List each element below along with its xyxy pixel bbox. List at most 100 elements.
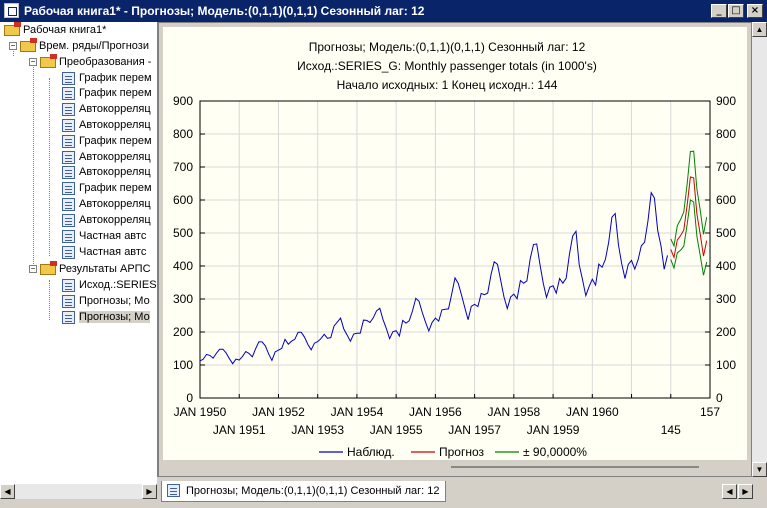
y-tick-label-right: 600 xyxy=(716,193,736,207)
document-icon xyxy=(62,165,75,179)
tree-item[interactable]: Частная автс xyxy=(62,245,146,260)
minimize-button[interactable]: _ xyxy=(711,4,727,18)
tree-group-transforms[interactable]: − Преобразования - xyxy=(29,53,152,68)
tree-item[interactable]: Автокорреляц xyxy=(62,102,151,117)
document-icon xyxy=(62,86,75,100)
y-tick-label-left: 700 xyxy=(173,160,193,174)
x-tick-label: 145 xyxy=(661,423,681,437)
collapse-icon[interactable]: − xyxy=(29,57,37,67)
window-titlebar: Рабочая книга1* - Прогнозы; Модель:(0,1,… xyxy=(0,0,767,22)
tree-item[interactable]: Исход.:SERIES xyxy=(62,278,157,293)
upper-bound-line xyxy=(670,150,708,248)
document-icon xyxy=(62,181,75,195)
chart-window: Прогнозы; Модель:(0,1,1)(0,1,1) Сезонный… xyxy=(158,22,752,477)
tree-item[interactable]: Автокорреляц xyxy=(62,165,151,180)
tree-item[interactable]: Автокорреляц xyxy=(62,118,151,133)
tree-horizontal-scrollbar[interactable]: ◀ ▶ xyxy=(0,484,157,499)
x-tick-label: 157 xyxy=(700,405,720,419)
tree-item[interactable]: Автокорреляц xyxy=(62,150,151,165)
chart-title-line: Прогнозы; Модель:(0,1,1)(0,1,1) Сезонный… xyxy=(309,40,586,54)
y-tick-label-left: 0 xyxy=(186,391,193,405)
tree-item[interactable]: График перем xyxy=(62,134,152,149)
y-tick-label-left: 400 xyxy=(173,259,193,273)
y-tick-label-right: 300 xyxy=(716,292,736,306)
y-tick-label-right: 400 xyxy=(716,259,736,273)
folder-icon xyxy=(40,53,57,68)
tree-group-timeseries[interactable]: − Врем. ряды/Прогнози xyxy=(9,37,149,52)
document-icon xyxy=(62,150,75,164)
y-tick-label-right: 900 xyxy=(716,94,736,108)
x-tick-label: JAN 1957 xyxy=(448,423,501,437)
scroll-left-button[interactable]: ◀ xyxy=(0,484,15,499)
y-tick-label-right: 500 xyxy=(716,226,736,240)
y-tick-label-right: 800 xyxy=(716,127,736,141)
vertical-scrollbar[interactable]: ▲ ▼ xyxy=(752,22,767,477)
tree-item[interactable]: Прогнозы; Мо xyxy=(62,294,150,309)
y-tick-label-right: 700 xyxy=(716,160,736,174)
y-tick-label-left: 200 xyxy=(173,325,193,339)
document-icon xyxy=(62,102,75,116)
app-icon xyxy=(4,3,19,18)
close-button[interactable]: × xyxy=(747,4,763,18)
window-title: Рабочая книга1* - Прогнозы; Модель:(0,1,… xyxy=(24,4,425,18)
y-tick-label-left: 800 xyxy=(173,127,193,141)
tree-item-selected[interactable]: Прогнозы; Мо xyxy=(62,310,150,325)
maximize-button[interactable]: □ xyxy=(728,4,744,18)
tree-group-results[interactable]: − Результаты АРПС xyxy=(29,260,151,275)
tree-root[interactable]: Рабочая книга1* xyxy=(4,22,106,38)
x-tick-label: JAN 1960 xyxy=(566,405,619,419)
x-tick-label: JAN 1953 xyxy=(291,423,344,437)
scroll-right-button[interactable]: ▶ xyxy=(738,484,753,499)
forecast-chart: Прогнозы; Модель:(0,1,1)(0,1,1) Сезонный… xyxy=(173,40,739,471)
tab-forecast[interactable]: Прогнозы; Модель:(0,1,1)(0,1,1) Сезонный… xyxy=(161,481,447,502)
document-icon xyxy=(62,118,75,132)
legend-label: Наблюд. xyxy=(347,445,395,459)
document-icon xyxy=(62,197,75,211)
scroll-down-button[interactable]: ▼ xyxy=(752,462,767,477)
x-tick-label: JAN 1952 xyxy=(252,405,305,419)
plot-area-frame xyxy=(199,100,711,399)
y-tick-label-left: 500 xyxy=(173,226,193,240)
legend-label: ± 90,0000% xyxy=(523,445,587,459)
document-icon xyxy=(62,278,75,292)
y-tick-label-right: 0 xyxy=(716,391,723,405)
document-icon xyxy=(62,310,75,324)
document-icon xyxy=(62,294,75,308)
tree-item[interactable]: График перем xyxy=(62,181,152,196)
x-tick-label: JAN 1950 xyxy=(174,405,227,419)
document-icon xyxy=(62,229,75,243)
y-tick-label-left: 600 xyxy=(173,193,193,207)
x-tick-label: JAN 1951 xyxy=(213,423,266,437)
tree-item[interactable]: Автокорреляц xyxy=(62,197,151,212)
tree-item[interactable]: График перем xyxy=(62,86,152,101)
chart-title-line: Исход.:SERIES_G: Monthly passenger total… xyxy=(297,59,597,73)
observed-series-line xyxy=(199,191,668,365)
collapse-icon[interactable]: − xyxy=(29,264,37,274)
scroll-up-button[interactable]: ▲ xyxy=(752,22,767,37)
document-icon xyxy=(62,245,75,259)
scroll-left-button[interactable]: ◀ xyxy=(722,484,737,499)
lower-bound-line xyxy=(670,199,708,276)
folder-icon xyxy=(4,22,21,36)
tree-item[interactable]: Частная автс xyxy=(62,229,146,244)
tree-item[interactable]: График перем xyxy=(62,71,152,86)
document-icon xyxy=(62,71,75,85)
y-tick-label-right: 200 xyxy=(716,325,736,339)
document-icon xyxy=(62,134,75,148)
x-tick-label: JAN 1955 xyxy=(370,423,423,437)
forecast-series-line xyxy=(670,176,708,260)
folder-icon xyxy=(40,260,57,275)
y-tick-label-left: 300 xyxy=(173,292,193,306)
x-tick-label: JAN 1956 xyxy=(409,405,462,419)
chart-title-line: Начало исходных: 1 Конец исходн.: 144 xyxy=(337,78,558,92)
folder-icon xyxy=(20,37,37,52)
y-tick-label-right: 100 xyxy=(716,358,736,372)
tree-item[interactable]: Автокорреляц xyxy=(62,213,151,228)
scroll-right-button[interactable]: ▶ xyxy=(142,484,157,499)
document-icon xyxy=(62,213,75,227)
chart-icon xyxy=(167,484,180,497)
y-tick-label-left: 100 xyxy=(173,358,193,372)
x-tick-label: JAN 1954 xyxy=(331,405,384,419)
collapse-icon[interactable]: − xyxy=(9,41,17,51)
workbook-tree: Рабочая книга1* − Врем. ряды/Прогнози − Пр… xyxy=(0,22,158,484)
